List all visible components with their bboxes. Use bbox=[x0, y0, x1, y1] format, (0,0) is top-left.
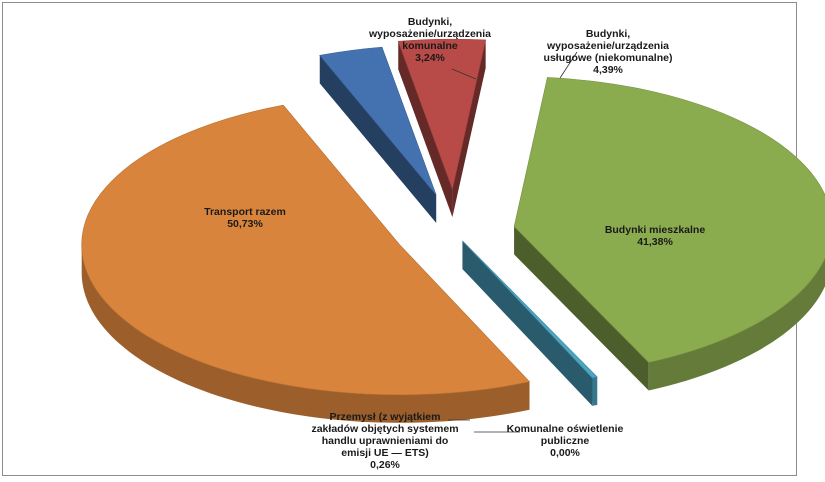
slice-label: Przemysł (z wyjątkiem zakładów objętych s… bbox=[311, 411, 458, 471]
pie-slice-rim bbox=[592, 376, 598, 406]
leader-line bbox=[559, 51, 578, 79]
pie-slice-6 bbox=[397, 38, 487, 218]
leader-line bbox=[451, 68, 477, 80]
pie-slice-wall bbox=[514, 226, 649, 391]
pie-slice-rim bbox=[81, 244, 530, 423]
pie-slice-rim bbox=[648, 258, 825, 391]
slice-label: Budynki mieszkalne 41,38%Budynki mieszkal… bbox=[605, 224, 706, 248]
pie-slice-3 bbox=[462, 240, 598, 406]
slice-label: Komunalne oświetlenie publiczne 0,00%Komun… bbox=[507, 423, 624, 459]
pie-slice-wall bbox=[452, 39, 486, 218]
pie-slice-1 bbox=[513, 77, 825, 391]
slice-label: Transport razem 50,73%Transport razem bbox=[204, 206, 286, 230]
pie-slice-top bbox=[81, 104, 531, 396]
pie-slice-top bbox=[513, 77, 825, 363]
slice-label: Budynki, wyposażenie/urządzenia komunalne 3… bbox=[368, 16, 491, 64]
pie-slice-wall bbox=[398, 41, 453, 218]
pie-slice-4 bbox=[81, 104, 531, 423]
pie-slice-wall bbox=[319, 55, 437, 223]
slice-label: Budynki, wyposażenie/urządzenia usługowe (… bbox=[544, 28, 673, 76]
pie-slice-wall bbox=[462, 241, 593, 406]
pie-slice-5 bbox=[319, 46, 437, 223]
pie-slice-top bbox=[462, 240, 598, 379]
pie-slice-top bbox=[397, 38, 487, 191]
pie-slice-top bbox=[319, 46, 437, 196]
